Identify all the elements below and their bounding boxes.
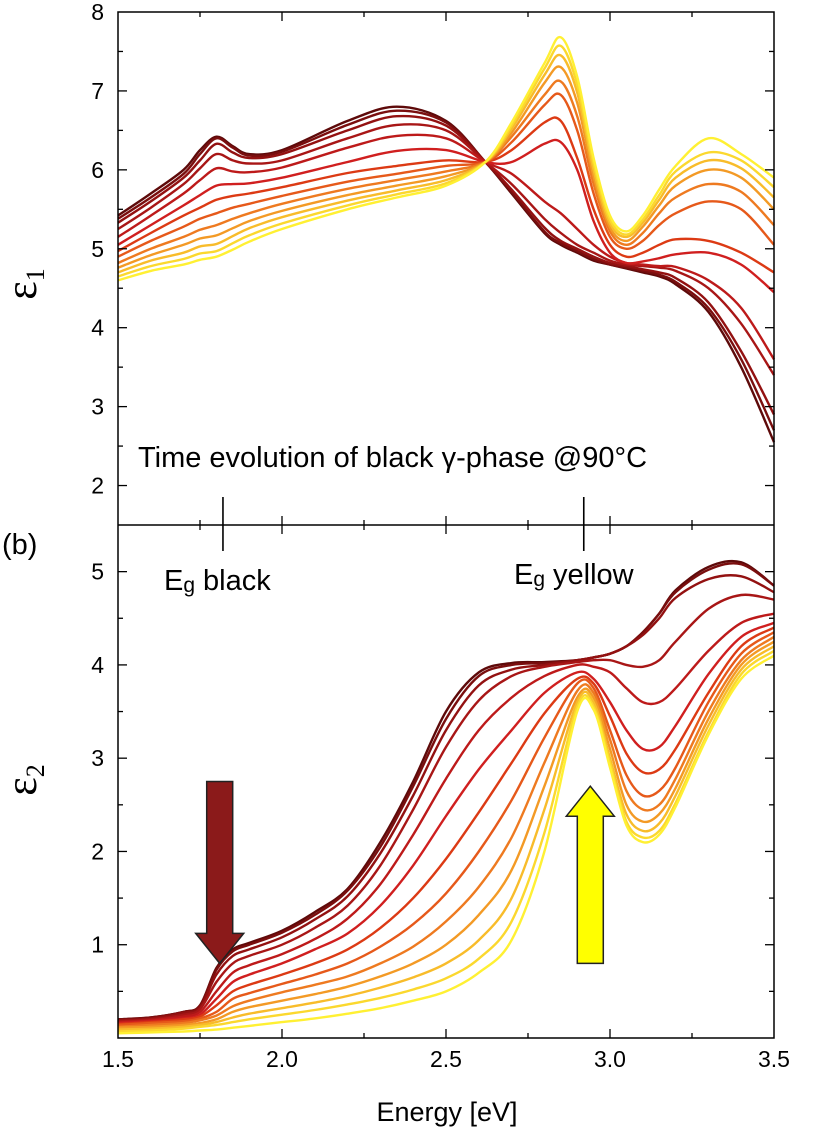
bottom-series-line-7: [117, 626, 775, 1026]
bottom-ticks: [118, 525, 774, 1038]
top-series-line-10: [117, 65, 775, 269]
bottom-series-line-2: [117, 562, 775, 1021]
top-series-line-9: [117, 79, 775, 265]
top-y-tick-label: 3: [91, 394, 104, 420]
bottom-y-tick-label: 4: [91, 652, 104, 678]
top-series-line-2: [117, 109, 776, 431]
bottom-series-line-11: [117, 645, 775, 1031]
top-ticks: [118, 12, 774, 525]
top-series-line-8: [117, 92, 775, 258]
bottom-panel-eps2: 1 2 3 4 5 1.5 2.0 2.5 3.0 3.5 Eg black Eg yellow ε…: [0, 497, 790, 1127]
bottom-series-lines: [117, 559, 775, 1035]
top-series-line-12: [117, 44, 775, 278]
bottom-y-tick-label: 3: [91, 745, 104, 771]
down-arrow-icon: [194, 780, 246, 965]
bottom-series-line-13: [117, 654, 775, 1035]
x-tick-label: 2.0: [266, 1046, 298, 1072]
top-y-tick-label: 5: [91, 236, 104, 262]
x-tick-label: 2.5: [430, 1046, 462, 1072]
top-y-tick-label: 4: [91, 315, 104, 341]
up-arrow-icon: [564, 784, 616, 965]
x-axis-label: Energy [eV]: [376, 1097, 517, 1127]
bottom-series-line-12: [117, 649, 775, 1033]
top-panel-eps1: 2 3 4 5 6 7 8 Time evolution of black γ-phase …: [0, 0, 776, 525]
x-tick-label: 1.5: [102, 1046, 134, 1072]
top-series-lines: [117, 35, 776, 443]
top-series-line-5: [117, 133, 776, 360]
top-y-axis-label: ε1: [0, 268, 50, 299]
x-tick-label: 3.5: [758, 1046, 790, 1072]
top-series-line-11: [117, 53, 775, 274]
bottom-y-tick-label: 5: [91, 559, 104, 585]
bottom-series-line-6: [117, 621, 775, 1025]
trend-arrows: [194, 780, 616, 965]
top-series-line-4: [117, 123, 776, 376]
top-series-line-13: [117, 35, 775, 282]
bottom-series-line-5: [117, 612, 775, 1024]
bottom-series-line-3: [117, 574, 775, 1022]
top-y-tick-labels: 2 3 4 5 6 7 8: [91, 0, 104, 499]
bottom-series-line-8: [117, 631, 775, 1027]
top-series-line-1: [117, 105, 776, 443]
bottom-y-tick-labels: 1 2 3 4 5: [91, 559, 104, 958]
top-y-tick-label: 6: [91, 157, 104, 183]
bottom-series-line-10: [117, 640, 775, 1029]
top-series-line-6: [117, 138, 775, 294]
top-y-tick-label: 7: [91, 78, 104, 104]
bottom-y-axis-label: ε2: [0, 764, 50, 795]
top-y-tick-label: 2: [91, 473, 104, 499]
top-y-tick-label: 8: [91, 0, 104, 25]
top-series-line-7: [117, 116, 775, 274]
bandgap-markers: [222, 497, 585, 551]
bottom-series-line-9: [117, 635, 775, 1028]
bottom-y-tick-label: 2: [91, 838, 104, 864]
x-tick-labels: 1.5 2.0 2.5 3.0 3.5: [102, 1046, 790, 1072]
top-series-line-3: [117, 114, 776, 416]
bottom-y-tick-label: 1: [91, 932, 104, 958]
eg-black-label: Eg black: [164, 565, 271, 597]
bottom-series-line-4: [117, 593, 775, 1023]
top-annotation: Time evolution of black γ-phase @90°C: [138, 442, 647, 474]
eg-yellow-label: Eg yellow: [514, 559, 635, 591]
panel-label-b: (b): [2, 529, 37, 561]
x-tick-label: 3.0: [594, 1046, 626, 1072]
